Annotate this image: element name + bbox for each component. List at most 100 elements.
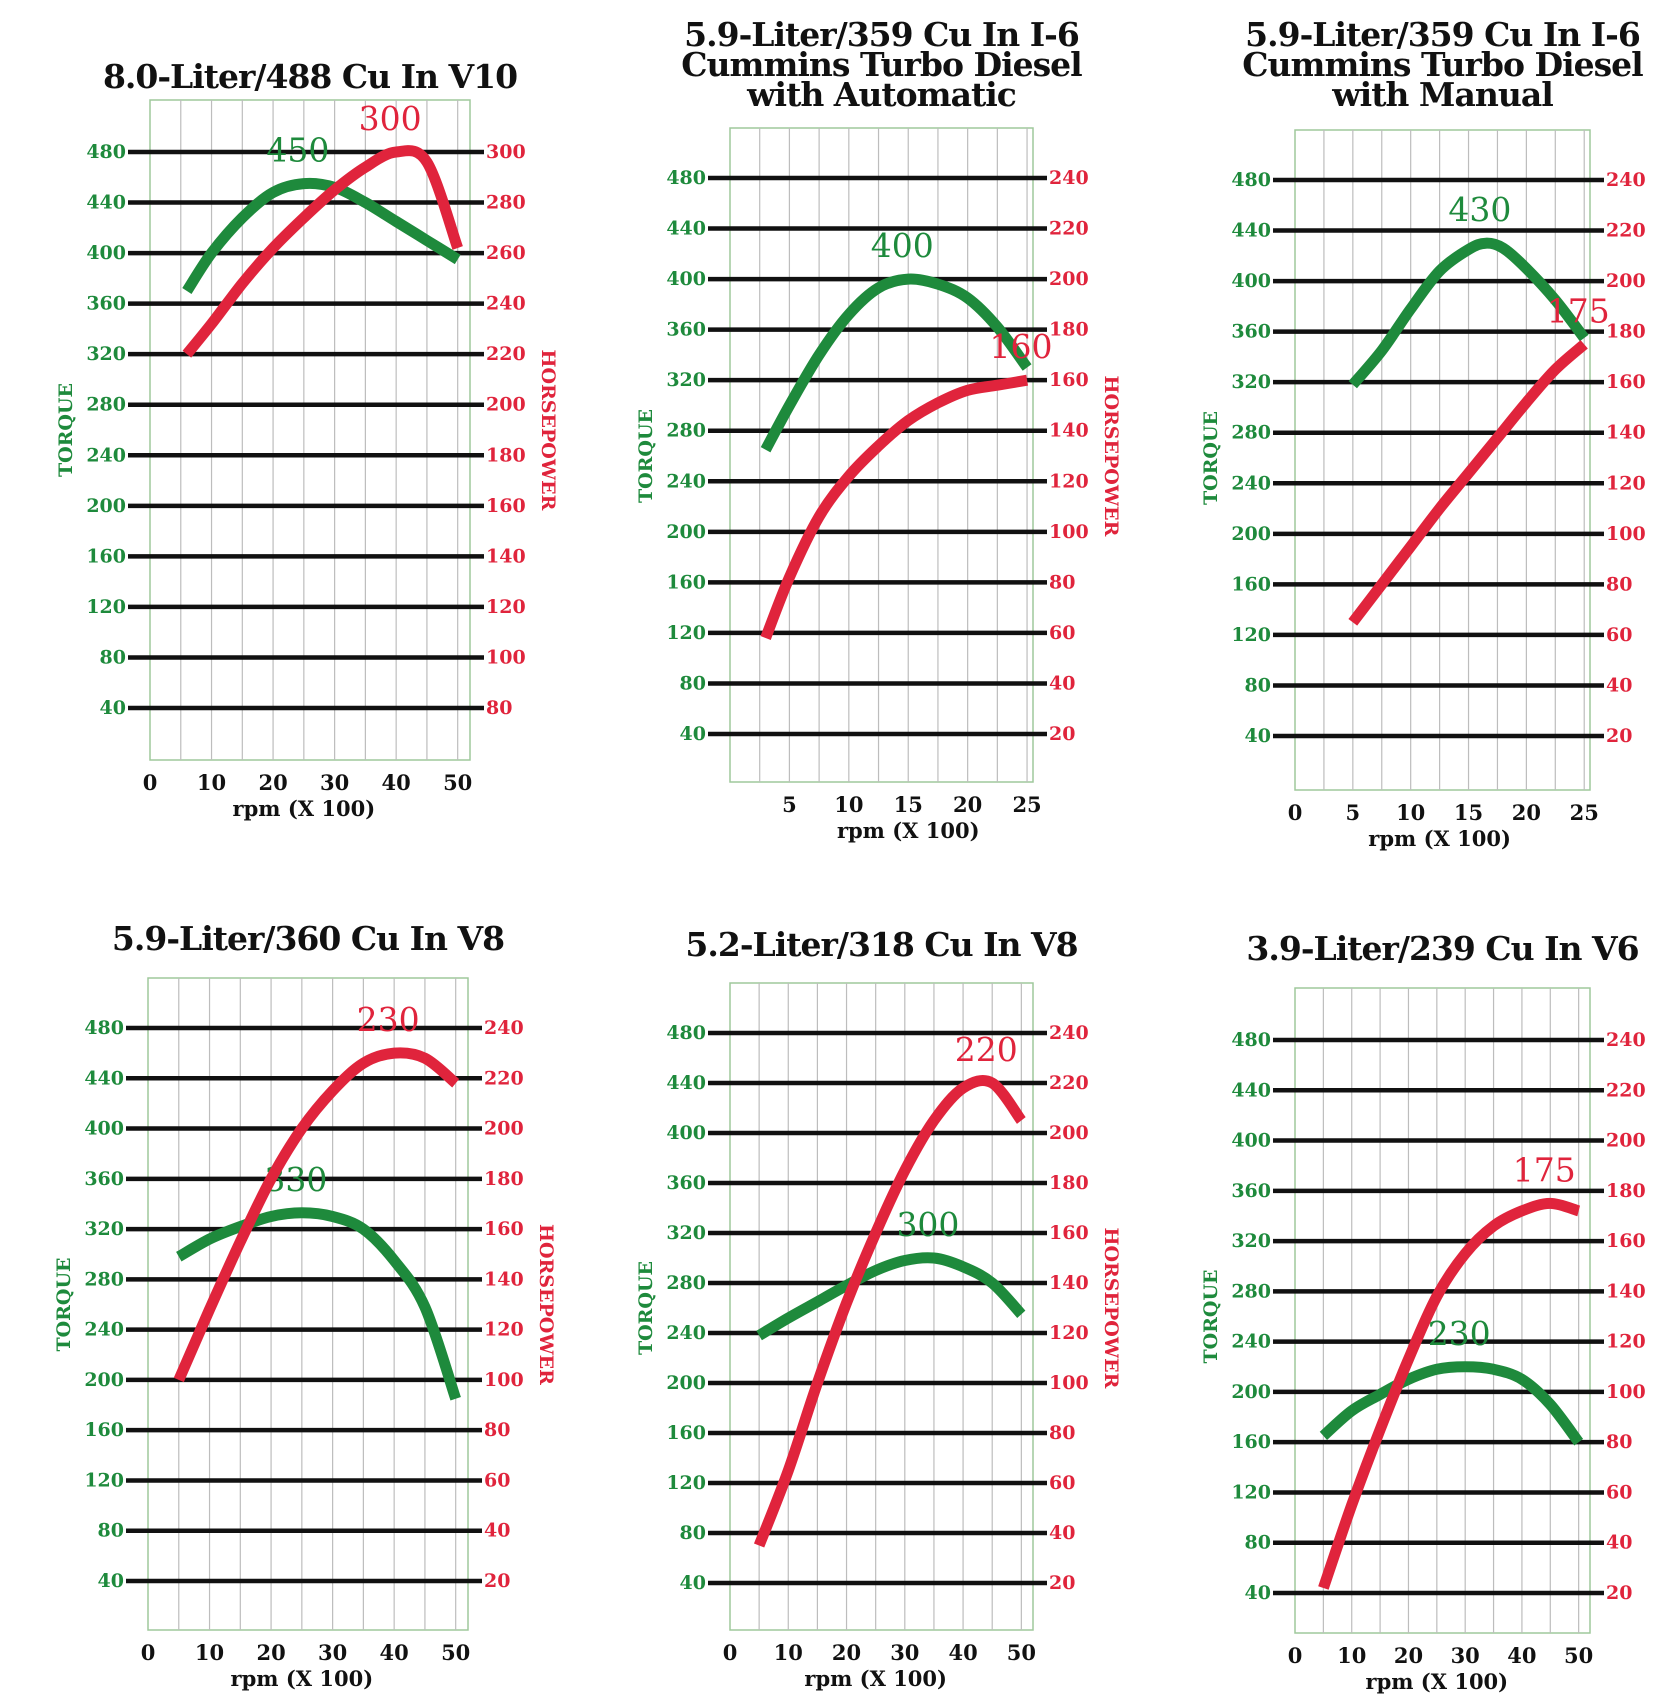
chart-title-line: 5.2-Liter/318 Cu In V8 xyxy=(685,925,1077,964)
torque-tick-label: 400 xyxy=(86,242,126,264)
horsepower-tick-label: 260 xyxy=(486,242,526,264)
horsepower-tick-label: 240 xyxy=(484,1017,524,1039)
torque-tick-label: 480 xyxy=(666,1022,706,1044)
torque-tick-label: 320 xyxy=(84,1218,124,1240)
torque-tick-label: 360 xyxy=(666,1172,706,1194)
horsepower-tick-label: 40 xyxy=(1049,1522,1075,1544)
horsepower-tick-label: 120 xyxy=(1049,470,1089,492)
torque-axis-label: TORQUE xyxy=(635,409,657,503)
chart-svg: 8.0-Liter/488 Cu In V1040801201602002402… xyxy=(55,57,559,821)
horsepower-tick-label: 160 xyxy=(1606,371,1646,393)
x-tick-label: 20 xyxy=(832,1640,861,1665)
torque-tick-label: 240 xyxy=(86,444,126,466)
horsepower-tick-label: 240 xyxy=(1049,1022,1089,1044)
x-tick-label: 30 xyxy=(320,770,349,795)
torque-curve xyxy=(1348,237,1589,389)
horsepower-tick-label: 220 xyxy=(486,343,526,365)
x-tick-label: 10 xyxy=(774,1640,803,1665)
horsepower-curve xyxy=(173,1047,460,1383)
horsepower-tick-label: 160 xyxy=(484,1218,524,1240)
torque-tick-label: 40 xyxy=(680,1572,706,1594)
torque-axis-label: TORQUE xyxy=(1200,411,1222,505)
torque-tick-label: 280 xyxy=(86,394,126,416)
x-tick-label: 30 xyxy=(890,1640,919,1665)
torque-tick-label: 360 xyxy=(1231,321,1271,343)
horsepower-tick-label: 140 xyxy=(1049,1272,1089,1294)
torque-tick-label: 120 xyxy=(86,596,126,618)
horsepower-tick-label: 60 xyxy=(1606,1481,1632,1503)
torque-tick-label: 480 xyxy=(1231,169,1271,191)
horsepower-tick-label: 40 xyxy=(1606,1532,1632,1554)
torque-tick-label: 280 xyxy=(666,1272,706,1294)
torque-tick-label: 440 xyxy=(666,218,706,240)
horsepower-tick-label: 40 xyxy=(1606,674,1632,696)
horsepower-tick-label: 60 xyxy=(1606,624,1632,646)
torque-peak-label: 230 xyxy=(1428,1314,1491,1353)
chart-title-line: with Automatic xyxy=(746,75,1016,114)
x-tick-label: 20 xyxy=(953,792,982,817)
torque-tick-label: 160 xyxy=(1231,573,1271,595)
horsepower-axis-label: HORSEPOWER xyxy=(537,350,559,511)
torque-tick-label: 360 xyxy=(1231,1180,1271,1202)
horsepower-peak-label: 175 xyxy=(1547,291,1610,330)
torque-tick-label: 240 xyxy=(1231,1331,1271,1353)
torque-tick-label: 80 xyxy=(680,1522,706,1544)
chart-title-line: 5.9-Liter/359 Cu In I-6 xyxy=(684,15,1079,54)
chart-title-line: Cummins Turbo Diesel xyxy=(1242,45,1643,84)
torque-tick-label: 440 xyxy=(666,1072,706,1094)
horsepower-tick-label: 80 xyxy=(486,697,512,719)
x-axis-label: rpm (X 100) xyxy=(233,796,376,821)
torque-tick-label: 40 xyxy=(100,697,126,719)
torque-peak-label: 430 xyxy=(1448,190,1511,229)
chart-svg: 3.9-Liter/239 Cu In V6408012016020024028… xyxy=(1200,929,1646,1694)
torque-peak-label: 400 xyxy=(871,226,934,265)
chart-title-line: 8.0-Liter/488 Cu In V10 xyxy=(103,57,517,96)
horsepower-tick-label: 60 xyxy=(1049,622,1075,644)
x-tick-label: 25 xyxy=(1570,800,1599,825)
horsepower-tick-label: 100 xyxy=(1049,521,1089,543)
x-tick-label: 10 xyxy=(195,1640,224,1665)
x-axis-label: rpm (X 100) xyxy=(837,818,980,843)
horsepower-tick-label: 100 xyxy=(486,646,526,668)
horsepower-tick-label: 240 xyxy=(486,293,526,315)
horsepower-tick-label: 20 xyxy=(1049,1572,1075,1594)
horsepower-tick-label: 80 xyxy=(484,1419,510,1441)
horsepower-tick-label: 240 xyxy=(1606,1029,1646,1051)
horsepower-tick-label: 20 xyxy=(1049,723,1075,745)
torque-curve xyxy=(1319,1361,1584,1446)
horsepower-tick-label: 180 xyxy=(484,1168,524,1190)
horsepower-tick-label: 180 xyxy=(1049,1172,1089,1194)
torque-tick-label: 400 xyxy=(1231,1130,1271,1152)
horsepower-tick-label: 60 xyxy=(1049,1472,1075,1494)
horsepower-tick-label: 180 xyxy=(1049,319,1089,341)
torque-tick-label: 80 xyxy=(680,672,706,694)
torque-tick-label: 400 xyxy=(84,1118,124,1140)
horsepower-tick-label: 200 xyxy=(486,394,526,416)
torque-tick-label: 200 xyxy=(86,495,126,517)
plot-frame xyxy=(729,127,1034,783)
horsepower-tick-label: 220 xyxy=(484,1067,524,1089)
torque-tick-label: 40 xyxy=(98,1570,124,1592)
horsepower-tick-label: 220 xyxy=(1606,1079,1646,1101)
torque-tick-label: 160 xyxy=(666,571,706,593)
horsepower-tick-label: 120 xyxy=(484,1319,524,1341)
torque-tick-label: 80 xyxy=(1245,1532,1271,1554)
horsepower-axis-label: HORSEPOWER xyxy=(1100,376,1122,537)
x-tick-label: 40 xyxy=(948,1640,977,1665)
torque-tick-label: 40 xyxy=(1245,1582,1271,1604)
x-tick-label: 40 xyxy=(380,1640,409,1665)
torque-tick-label: 480 xyxy=(86,141,126,163)
torque-tick-label: 320 xyxy=(1231,1230,1271,1252)
horsepower-tick-label: 80 xyxy=(1049,1422,1075,1444)
horsepower-peak-label: 300 xyxy=(359,99,422,138)
horsepower-tick-label: 20 xyxy=(1606,725,1632,747)
horsepower-tick-label: 20 xyxy=(1606,1582,1632,1604)
torque-tick-label: 40 xyxy=(1245,725,1271,747)
torque-tick-label: 240 xyxy=(1231,472,1271,494)
engine-chart-5: 5.2-Liter/318 Cu In V8 40 80 120 160 200 240 28… xyxy=(555,848,1122,1696)
x-tick-label: 15 xyxy=(1454,800,1483,825)
horsepower-tick-label: 220 xyxy=(1049,218,1089,240)
horsepower-tick-label: 180 xyxy=(1606,321,1646,343)
